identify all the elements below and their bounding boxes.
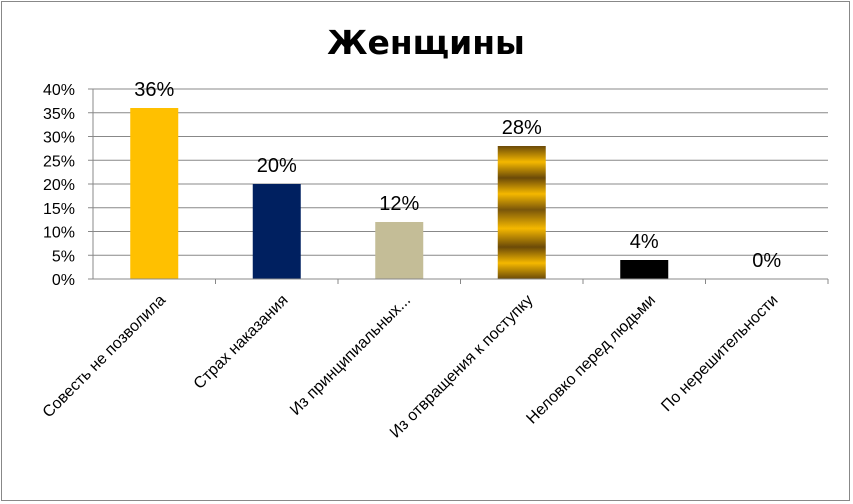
data-label: 4%	[630, 231, 659, 253]
bar	[130, 108, 179, 279]
y-tick-label: 35%	[43, 106, 75, 123]
x-category-label: По нерешительности	[658, 292, 781, 415]
data-label: 12%	[379, 193, 419, 215]
bars	[130, 108, 669, 279]
bar	[252, 184, 301, 279]
y-tick-label: 30%	[43, 130, 75, 147]
y-tick-label: 15%	[43, 201, 75, 218]
y-tick-label: 20%	[43, 177, 75, 194]
bar	[620, 260, 669, 279]
y-axis: 0% 5% 10% 15% 20% 25% 30% 35% 40%	[43, 82, 94, 289]
chart-title: Женщины	[327, 23, 525, 62]
data-label: 28%	[502, 117, 542, 139]
data-label: 0%	[752, 250, 781, 272]
x-category-label: Из отвращения к поступку	[387, 292, 537, 442]
data-labels: 36% 20% 12% 28% 4% 0%	[134, 79, 781, 272]
data-label: 20%	[257, 155, 297, 177]
x-category-label: Из принципиальных...	[287, 292, 414, 419]
y-tick-label: 0%	[52, 272, 75, 289]
bar	[375, 222, 424, 279]
x-category-label: Совесть не позволила	[40, 292, 170, 422]
y-tick-label: 25%	[43, 153, 75, 170]
x-category-label: Неловко перед людьми	[523, 292, 659, 428]
bar	[497, 146, 546, 279]
y-tick-label: 40%	[43, 82, 75, 99]
y-tick-label: 10%	[43, 225, 75, 242]
y-tick-label: 5%	[52, 248, 75, 265]
gridlines	[93, 88, 828, 256]
x-category-label: Страх наказания	[191, 292, 292, 393]
data-label: 36%	[134, 79, 174, 101]
